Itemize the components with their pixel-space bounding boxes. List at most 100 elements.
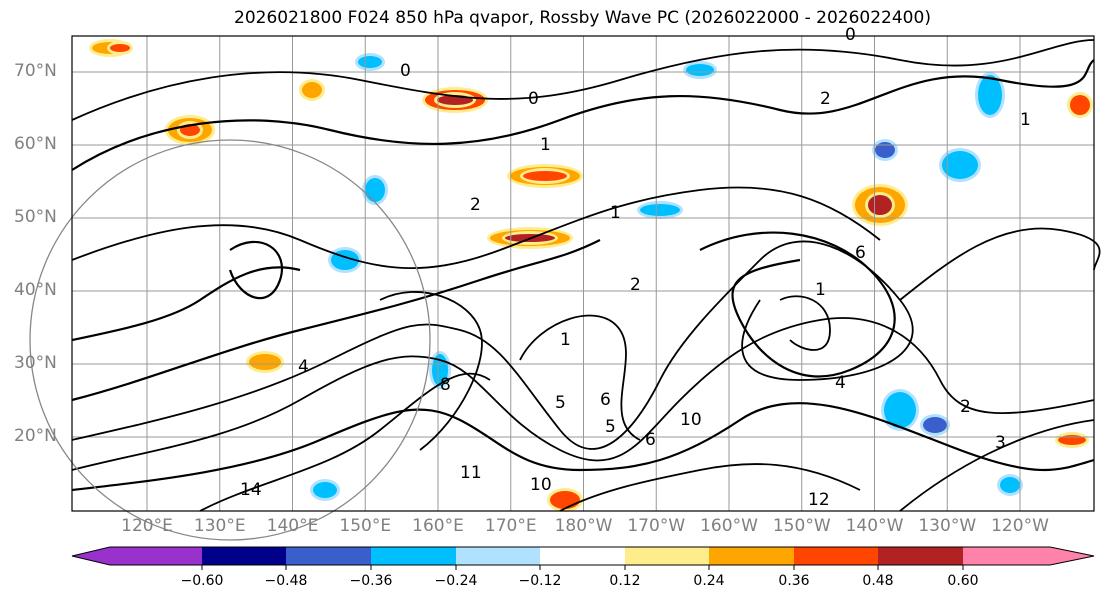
anomaly-patch bbox=[365, 178, 385, 202]
contour-line bbox=[519, 314, 641, 441]
anomaly-patch bbox=[686, 64, 714, 76]
colorbar-segment bbox=[371, 547, 456, 565]
anomaly-patch bbox=[110, 44, 130, 52]
colorbar-segment bbox=[202, 547, 286, 565]
graticule bbox=[72, 36, 1094, 511]
contour-label: 0 bbox=[528, 89, 539, 109]
lon-label: 180°W bbox=[554, 516, 613, 536]
contour-line bbox=[899, 419, 1095, 512]
anomaly-patch bbox=[302, 82, 322, 98]
contour-label: 0 bbox=[845, 25, 856, 45]
lat-label: 40°N bbox=[14, 280, 57, 300]
lat-label: 20°N bbox=[14, 426, 57, 446]
contour-label: 2 bbox=[960, 397, 971, 417]
contour-label: 10 bbox=[680, 410, 702, 430]
anomaly-patch bbox=[875, 142, 895, 158]
contour-label: 4 bbox=[835, 373, 846, 393]
anomaly-patch bbox=[942, 151, 978, 179]
anomaly-patch bbox=[249, 354, 281, 370]
contour-label: 14 bbox=[240, 480, 262, 500]
contour-line bbox=[71, 239, 601, 402]
colorbar-segment bbox=[456, 547, 540, 565]
contour-line bbox=[71, 240, 914, 450]
lon-label: 150°W bbox=[772, 516, 831, 536]
contour-label: 12 bbox=[808, 490, 830, 510]
map-frame bbox=[71, 35, 1095, 512]
contour-label: 2 bbox=[820, 89, 831, 109]
lon-label: 160°W bbox=[700, 516, 758, 536]
anomaly-patch bbox=[1000, 477, 1020, 493]
colorbar-tick-label: −0.48 bbox=[264, 573, 308, 589]
anomaly-patch bbox=[884, 392, 916, 428]
anomaly-patch bbox=[313, 482, 337, 498]
contour-label: 0 bbox=[400, 61, 411, 81]
lon-label: 170°E bbox=[484, 516, 537, 536]
contour-line bbox=[779, 295, 831, 351]
colorbar-tick-label: −0.12 bbox=[518, 573, 562, 589]
lon-label: 140°E bbox=[266, 516, 319, 536]
anomaly-patch bbox=[550, 491, 580, 509]
map-title: 2026021800 F024 850 hPa qvapor, Rossby W… bbox=[234, 8, 931, 28]
colorbar-extend-low bbox=[72, 547, 202, 565]
contour-label: 2 bbox=[630, 275, 641, 295]
colorbar-tick-label: −0.24 bbox=[434, 573, 478, 589]
colorbar-tick-label: 0.48 bbox=[862, 573, 894, 589]
colorbar-segment bbox=[794, 547, 878, 565]
anomaly-patch bbox=[923, 417, 947, 433]
contour-line bbox=[71, 266, 301, 342]
contour-line bbox=[199, 372, 491, 512]
contour-label: 10 bbox=[530, 475, 552, 495]
anomaly-patch bbox=[523, 171, 567, 181]
contour-lines bbox=[71, 39, 1101, 512]
contour-line bbox=[228, 240, 283, 300]
colorbar-tick-label: −0.36 bbox=[349, 573, 393, 589]
anomaly-patch bbox=[640, 204, 680, 216]
lat-label: 70°N bbox=[14, 61, 57, 81]
contour-line bbox=[559, 463, 861, 512]
contour-label: 8 bbox=[440, 375, 451, 395]
anomaly-patch bbox=[978, 75, 1002, 115]
colorbar-outline bbox=[71, 546, 1095, 566]
contour-line bbox=[899, 227, 1101, 301]
contour-label: 2 bbox=[470, 195, 481, 215]
colorbar-tick-label: 0.12 bbox=[609, 573, 641, 589]
contour-line bbox=[71, 186, 881, 269]
colorbar-tick-label: 0.24 bbox=[693, 573, 725, 589]
colorbar-segment bbox=[878, 547, 963, 565]
colorbar-tick-label: 0.36 bbox=[778, 573, 810, 589]
lon-label: 120°E bbox=[121, 516, 173, 536]
lon-label: 170°W bbox=[627, 516, 686, 536]
colorbar bbox=[71, 546, 1095, 570]
colorbar-extend-high bbox=[963, 547, 1094, 565]
contour-label: 1 bbox=[610, 203, 621, 223]
contour-label: 6 bbox=[855, 243, 866, 263]
colorbar-tick-label: −0.60 bbox=[180, 573, 224, 589]
lon-label: 120°W bbox=[991, 516, 1049, 536]
colorbar-segment bbox=[540, 547, 625, 565]
contour-label: 6 bbox=[645, 430, 656, 450]
contour-label: 4 bbox=[298, 357, 309, 377]
colorbar-segment bbox=[709, 547, 794, 565]
colorbar-tick-label: 0.60 bbox=[947, 573, 979, 589]
contour-label: 11 bbox=[460, 463, 482, 483]
contour-line bbox=[71, 317, 1095, 471]
contour-line bbox=[71, 59, 1095, 171]
contour-label: 1 bbox=[560, 330, 571, 350]
lon-label: 150°E bbox=[339, 516, 392, 536]
lat-label: 50°N bbox=[14, 207, 57, 227]
colorbar-segment bbox=[286, 547, 371, 565]
anomaly-patch bbox=[868, 195, 892, 215]
contour-label: 1 bbox=[815, 280, 826, 300]
anomaly-patch bbox=[1070, 95, 1090, 115]
colorbar-segment bbox=[625, 547, 709, 565]
lat-label: 30°N bbox=[14, 353, 57, 373]
contour-label: 1 bbox=[540, 135, 551, 155]
contour-label: 1 bbox=[1020, 110, 1031, 130]
anomaly-patch bbox=[358, 56, 382, 68]
rossby-circle bbox=[29, 139, 431, 541]
lon-label: 160°E bbox=[412, 516, 464, 536]
contour-label: 3 bbox=[995, 433, 1006, 453]
contour-line bbox=[379, 291, 483, 451]
